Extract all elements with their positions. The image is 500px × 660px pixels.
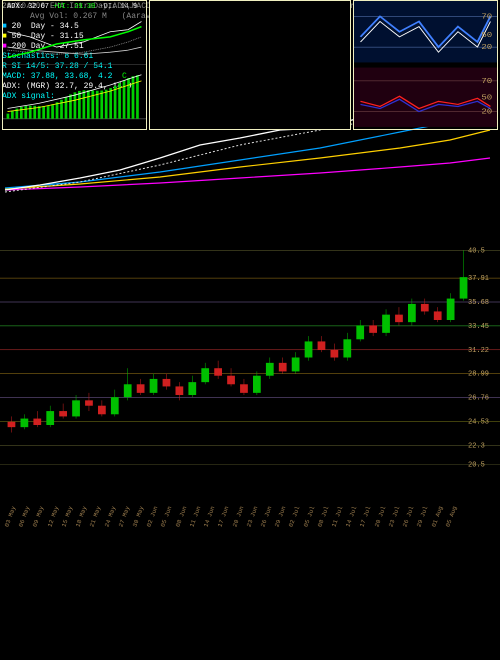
svg-text:28.99: 28.99 [468, 371, 489, 379]
bottom-panels: ADX & MACD ADX: 32.67 +DI: 29.39 -DI: 14… [0, 0, 500, 130]
svg-text:35.68: 35.68 [468, 299, 489, 307]
svg-text:70: 70 [481, 13, 492, 21]
svg-text:22.3: 22.3 [468, 442, 485, 450]
candlestick-chart: 40.5 37.91 35.68 33.45 31.22 28.99 26.76 24.53 2… [0, 245, 500, 470]
svg-text:40.5: 40.5 [468, 247, 485, 255]
svg-text:50: 50 [481, 94, 492, 102]
svg-text:33.45: 33.45 [468, 323, 489, 331]
date-axis: 03 May06 May09 May12 May15 May18 May21 M… [5, 470, 460, 528]
svg-text:20.5: 20.5 [468, 462, 485, 470]
intraday-panel: Intra Day Trading Price & MR SI [149, 0, 351, 130]
svg-text:24.53: 24.53 [468, 418, 489, 426]
svg-text:70: 70 [481, 78, 492, 86]
svg-text:20: 20 [481, 108, 492, 116]
svg-text:37.91: 37.91 [468, 275, 489, 283]
svg-text:31.22: 31.22 [468, 347, 489, 355]
svg-text:26.76: 26.76 [468, 395, 489, 403]
stoch-rsi-panel: Stochastics & R SI 705020705020 [353, 0, 498, 130]
svg-text:50: 50 [481, 32, 492, 40]
adx-macd-panel: ADX & MACD ADX: 32.67 +DI: 29.39 -DI: 14… [2, 0, 147, 130]
svg-text:20: 20 [481, 44, 492, 52]
